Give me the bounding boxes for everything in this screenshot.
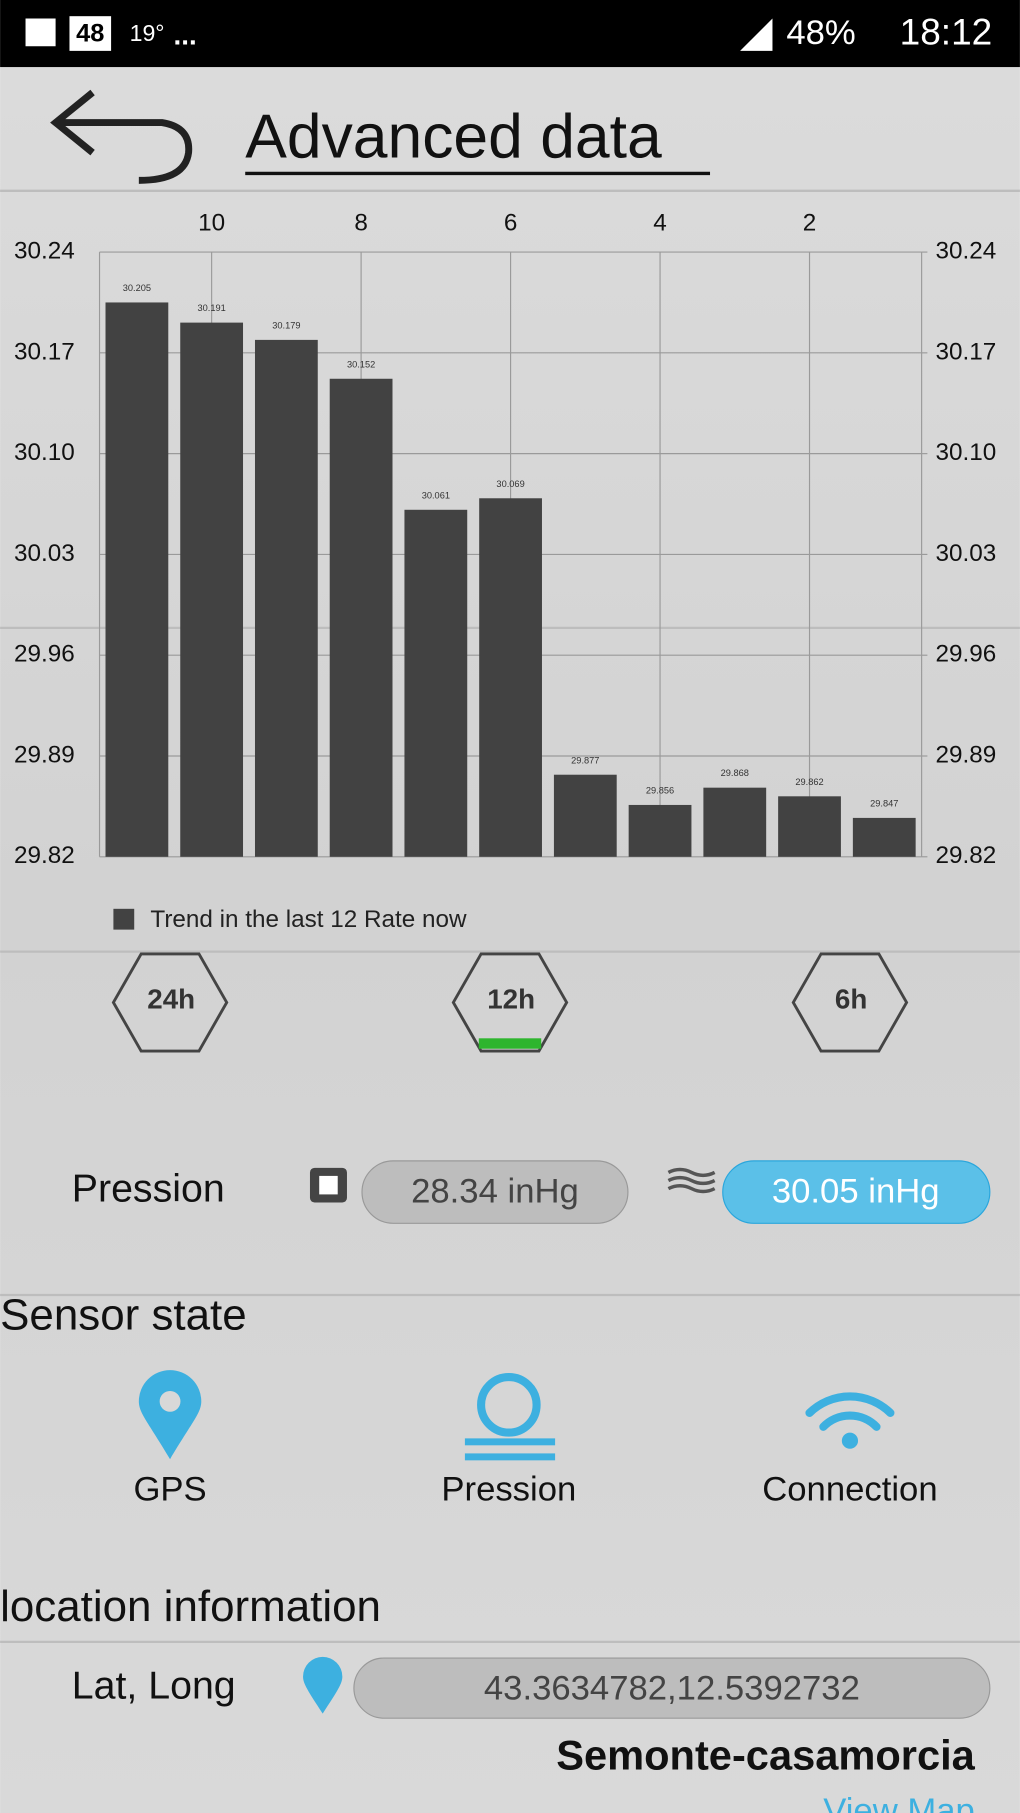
value-label: 30.191 — [197, 303, 225, 313]
x-tick-label: 2 — [803, 210, 816, 237]
y-tick-label: 30.10 — [14, 439, 75, 466]
range-button[interactable] — [451, 952, 569, 1053]
value-label: 30.069 — [496, 479, 524, 489]
sensor-label: Pression — [441, 1471, 576, 1509]
sea-icon — [667, 1167, 716, 1194]
chip-icon-core — [319, 1175, 338, 1195]
range-label[interactable]: 24h — [147, 984, 195, 1015]
bar — [628, 804, 692, 857]
bar — [254, 339, 318, 857]
pressure-icon-base — [464, 1438, 556, 1446]
selected-indicator — [478, 1038, 542, 1049]
value-label: 29.862 — [795, 777, 823, 787]
bar — [479, 498, 542, 857]
bar — [553, 774, 617, 857]
y2-tick-label: 29.82 — [936, 842, 997, 869]
section-title: location information — [0, 1582, 381, 1631]
sensor-label: GPS — [133, 1471, 206, 1509]
x-tick-label: 6 — [504, 210, 518, 237]
signal-icon — [740, 18, 773, 51]
coordinates-pill — [353, 1657, 991, 1719]
bar — [703, 787, 767, 857]
legend-label: Trend in the last 12 Rate now — [150, 906, 467, 933]
chart: 30.24 30.17 30.10 30.03 29.96 29.89 29.82 30.24… — [14, 210, 996, 869]
y-tick-label: 29.82 — [14, 842, 75, 869]
y2-tick-label: 30.10 — [936, 439, 997, 466]
y2-tick-label: 30.03 — [936, 540, 997, 567]
legend-swatch — [113, 908, 135, 930]
sea-pressure-pill — [722, 1160, 991, 1224]
value-label: 30.205 — [123, 283, 151, 293]
x-tick-label: 10 — [198, 210, 225, 237]
sensor-pressure-pill — [361, 1160, 629, 1224]
sensor-pressure-value: 28.34 inHg — [411, 1172, 579, 1210]
notification-count: 48 — [76, 19, 104, 47]
y2-tick-label: 30.24 — [936, 237, 997, 264]
sensor-label: Connection — [762, 1471, 937, 1509]
bar — [329, 378, 393, 857]
value-label: 30.061 — [422, 490, 450, 500]
more: ... — [174, 19, 197, 50]
y2-tick-label: 29.96 — [936, 641, 997, 668]
value-label: 29.847 — [870, 798, 898, 808]
value-label: 30.152 — [347, 359, 375, 369]
gps-icon-dot — [159, 1390, 181, 1412]
range-button[interactable] — [111, 952, 229, 1053]
y-tick-label: 30.17 — [14, 338, 75, 365]
bar — [105, 302, 169, 857]
value-label: 30.179 — [272, 320, 300, 330]
y2-tick-label: 30.17 — [936, 338, 997, 365]
bar — [404, 509, 468, 857]
section-title: Sensor state — [0, 1291, 247, 1340]
pressure-icon — [477, 1373, 541, 1437]
bar — [180, 322, 244, 857]
time: 18:12 — [900, 11, 993, 52]
x-tick-label: 4 — [653, 210, 667, 237]
back-button[interactable] — [50, 89, 193, 184]
y2-tick-label: 29.89 — [936, 741, 997, 768]
gps-icon — [138, 1370, 202, 1460]
bar — [852, 817, 916, 857]
range-label[interactable]: 12h — [487, 984, 535, 1015]
range-label[interactable]: 6h — [835, 984, 867, 1015]
pressure-label: Pression — [72, 1166, 225, 1210]
y-tick-label: 29.96 — [14, 641, 75, 668]
view-map-link[interactable]: View Map — [823, 1792, 975, 1813]
pressure-icon-base — [464, 1453, 556, 1461]
value-label: 29.868 — [721, 768, 749, 778]
badge — [69, 16, 112, 51]
status-bar — [0, 0, 1020, 68]
gallery-icon — [25, 18, 56, 47]
y-tick-label: 30.03 — [14, 540, 75, 567]
coordinates-label: Lat, Long — [72, 1664, 236, 1708]
y-tick-label: 29.89 — [14, 741, 75, 768]
sea-pressure-value: 30.05 inHg — [772, 1172, 940, 1210]
x-tick-label: 8 — [354, 210, 368, 237]
battery: 48% — [786, 14, 855, 52]
wifi-icon — [805, 1392, 895, 1431]
y-tick-label: 30.24 — [14, 237, 75, 264]
bar — [778, 796, 841, 857]
value-label: 29.856 — [646, 786, 674, 796]
location-icon — [303, 1656, 343, 1714]
value-label: 29.877 — [571, 755, 599, 765]
range-button[interactable] — [791, 952, 909, 1053]
page-title: Advanced data — [245, 102, 662, 172]
wifi-icon-dot — [841, 1432, 859, 1449]
coordinates-value: 43.3634782,12.5392732 — [484, 1670, 860, 1708]
temperature: 19° — [130, 20, 165, 46]
place-name: Semonte-casamorcia — [556, 1732, 975, 1779]
